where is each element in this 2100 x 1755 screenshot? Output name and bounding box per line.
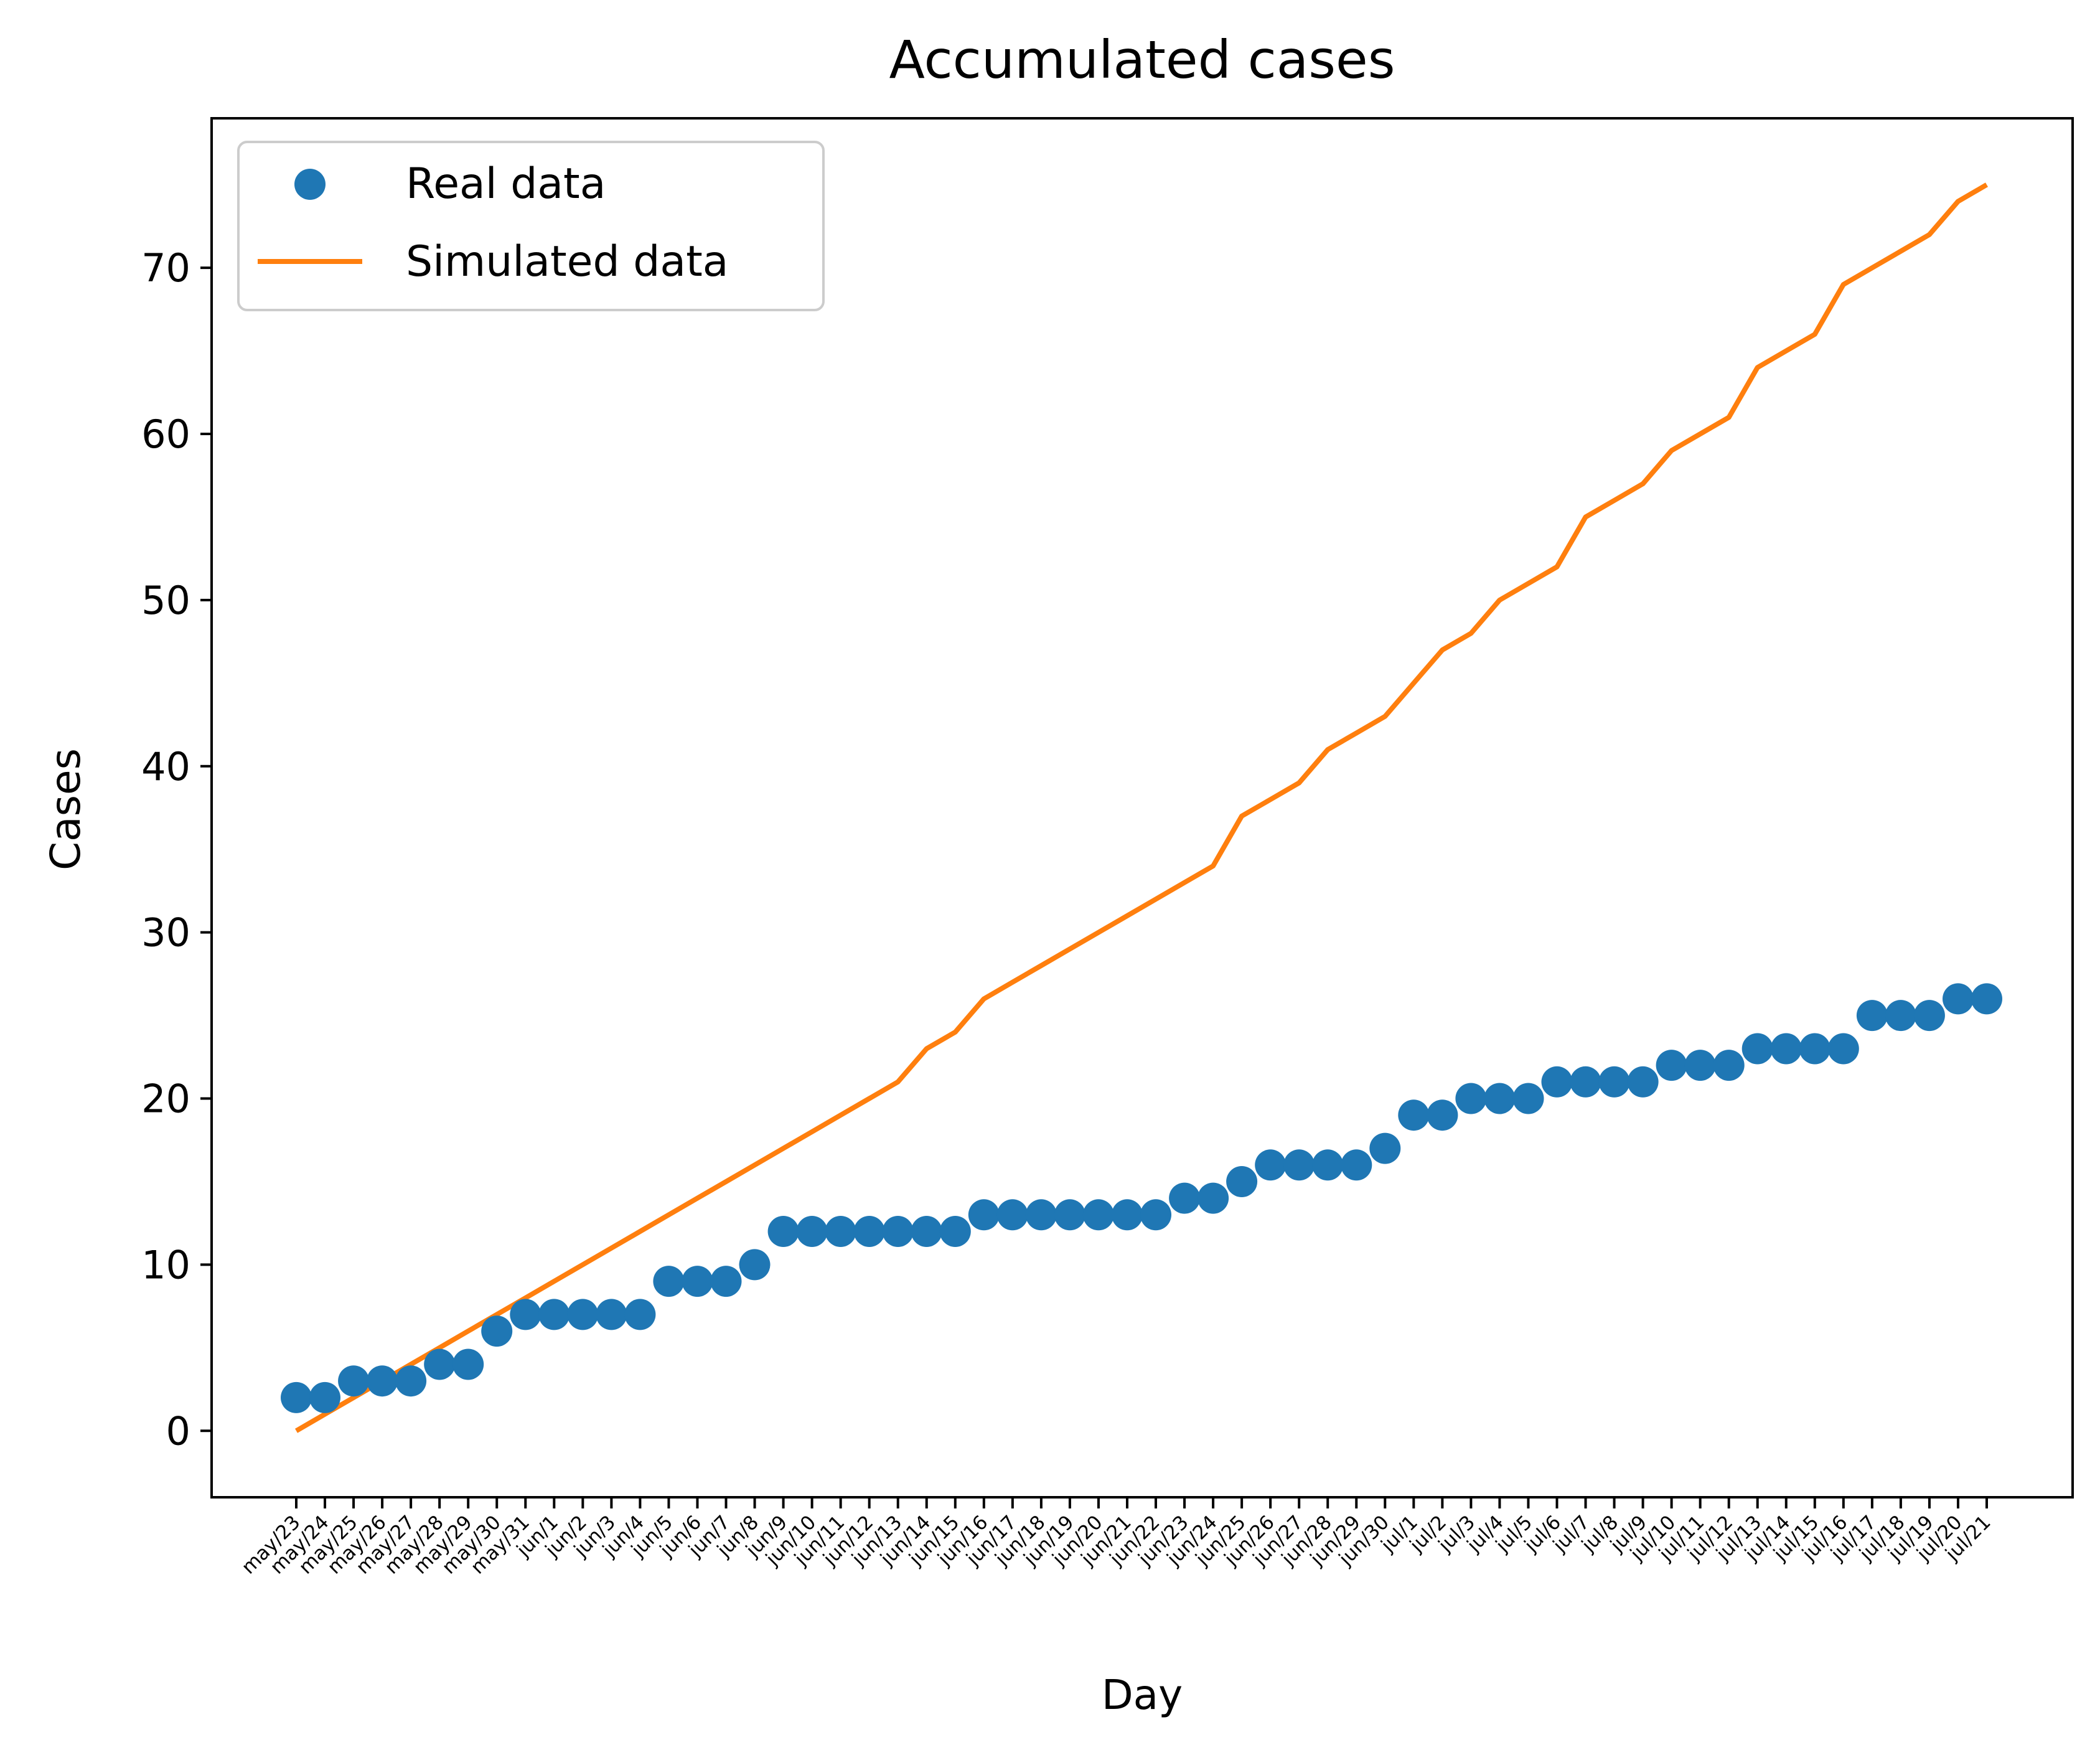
data-point-real [1198, 1182, 1229, 1214]
data-point-real [1856, 1000, 1888, 1032]
data-point-real [452, 1348, 484, 1380]
data-point-real [796, 1216, 828, 1247]
data-point-real [1226, 1166, 1258, 1197]
legend-label-real: Real data [406, 159, 606, 209]
data-point-real [710, 1266, 742, 1297]
data-point-real [395, 1365, 427, 1397]
series-line-simulated [294, 182, 1989, 1433]
data-point-real [1054, 1199, 1085, 1231]
data-point-real [1770, 1033, 1802, 1065]
data-point-real [653, 1266, 685, 1297]
data-point-real [1913, 1000, 1945, 1032]
plot-marks [281, 182, 2002, 1433]
data-point-real [596, 1299, 627, 1330]
data-point-real [1885, 1000, 1916, 1032]
data-point-real [1827, 1033, 1859, 1065]
y-tick-label: 10 [141, 1242, 190, 1287]
data-point-real [1427, 1099, 1458, 1131]
data-point-real [1627, 1066, 1659, 1098]
data-point-real [367, 1365, 398, 1397]
data-point-real [1570, 1066, 1601, 1098]
data-point-real [567, 1299, 599, 1330]
data-point-real [1656, 1050, 1687, 1081]
data-point-real [1140, 1199, 1171, 1231]
data-point-real [1741, 1033, 1773, 1065]
data-point-real [510, 1299, 541, 1330]
data-point-real [338, 1365, 370, 1397]
data-point-real [1112, 1199, 1143, 1231]
data-point-real [1082, 1199, 1114, 1231]
data-point-real [1541, 1066, 1573, 1098]
data-point-real [739, 1249, 771, 1281]
data-point-real [767, 1216, 799, 1247]
y-tick-label: 0 [166, 1408, 190, 1454]
data-point-real [1283, 1149, 1315, 1181]
legend-box [237, 141, 825, 311]
data-point-real [1971, 983, 2002, 1015]
data-point-real [1255, 1149, 1287, 1181]
y-tick-label: 50 [141, 578, 190, 623]
data-point-real [1598, 1066, 1630, 1098]
data-point-real [1799, 1033, 1830, 1065]
data-point-real [825, 1216, 856, 1247]
data-point-real [1713, 1050, 1745, 1081]
data-point-real [1455, 1083, 1487, 1114]
y-tick-label: 20 [141, 1076, 190, 1122]
data-point-real [1484, 1083, 1516, 1114]
data-point-real [538, 1299, 570, 1330]
legend-marker-real [294, 169, 326, 200]
data-point-real [968, 1199, 1000, 1231]
data-point-real [1369, 1132, 1401, 1164]
y-tick-label: 30 [141, 910, 190, 956]
data-point-real [1684, 1050, 1716, 1081]
y-tick-label: 40 [141, 744, 190, 789]
chart-title: Accumulated cases [889, 29, 1395, 90]
data-point-real [281, 1381, 312, 1413]
data-point-real [1312, 1149, 1344, 1181]
data-point-real [682, 1266, 713, 1297]
legend: Real data Simulated data [237, 141, 825, 311]
data-point-real [309, 1381, 340, 1413]
data-point-real [1341, 1149, 1372, 1181]
y-tick-label: 70 [141, 245, 190, 291]
data-point-real [1398, 1099, 1430, 1131]
data-point-real [1512, 1083, 1544, 1114]
x-axis-label: Day [1102, 1671, 1183, 1719]
legend-label-simulated: Simulated data [406, 237, 728, 286]
data-point-real [911, 1216, 942, 1247]
x-axis: may/23may/24may/25may/26may/27may/28may/… [237, 1497, 1995, 1579]
data-point-real [1025, 1199, 1057, 1231]
data-point-real [853, 1216, 885, 1247]
data-point-real [1943, 983, 1974, 1015]
data-point-real [624, 1299, 656, 1330]
y-axis-label: Cases [42, 748, 90, 870]
data-point-real [481, 1315, 513, 1347]
data-point-real [939, 1216, 971, 1247]
plot-frame [210, 117, 2074, 1499]
data-point-real [882, 1216, 914, 1247]
y-axis: 0 10 20 30 40 50 60 70 [141, 245, 212, 1454]
data-point-real [1169, 1182, 1201, 1214]
y-tick-label: 60 [141, 412, 190, 457]
data-point-real [424, 1348, 456, 1380]
data-point-real [996, 1199, 1028, 1231]
